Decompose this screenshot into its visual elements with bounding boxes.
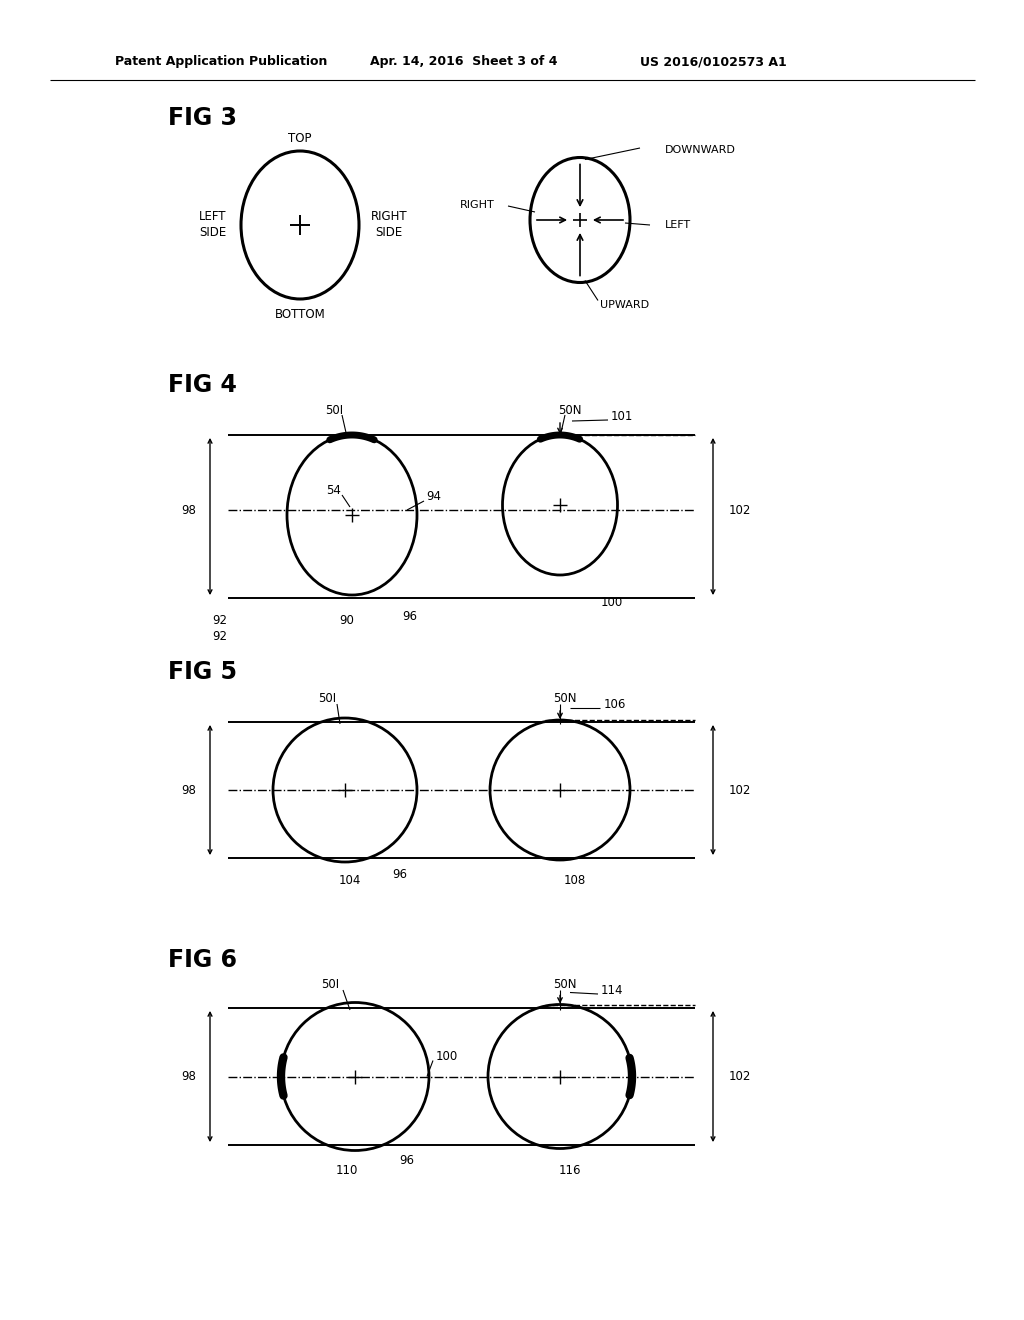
- Text: 50N: 50N: [558, 404, 582, 417]
- Text: 54: 54: [327, 483, 341, 496]
- Text: 101: 101: [610, 411, 633, 424]
- Text: 98: 98: [181, 784, 196, 796]
- Text: TOP: TOP: [288, 132, 311, 144]
- Text: FIG 6: FIG 6: [168, 948, 237, 972]
- Text: 96: 96: [399, 1155, 415, 1167]
- Text: 92: 92: [212, 614, 227, 627]
- Text: Patent Application Publication: Patent Application Publication: [115, 55, 328, 69]
- Text: SIDE: SIDE: [376, 227, 402, 239]
- Text: FIG 5: FIG 5: [168, 660, 237, 684]
- Text: 104: 104: [339, 874, 361, 887]
- Text: UPWARD: UPWARD: [600, 300, 649, 309]
- Text: 50I: 50I: [325, 404, 343, 417]
- Text: 90: 90: [340, 614, 354, 627]
- Text: 50N: 50N: [553, 692, 577, 705]
- Text: Apr. 14, 2016  Sheet 3 of 4: Apr. 14, 2016 Sheet 3 of 4: [370, 55, 557, 69]
- Text: 50N: 50N: [553, 978, 577, 990]
- Text: 98: 98: [181, 1071, 196, 1082]
- Text: US 2016/0102573 A1: US 2016/0102573 A1: [640, 55, 786, 69]
- Text: RIGHT: RIGHT: [371, 210, 408, 223]
- Text: 102: 102: [729, 784, 752, 796]
- Text: 50I: 50I: [321, 978, 339, 990]
- Text: 96: 96: [392, 867, 408, 880]
- Text: FIG 3: FIG 3: [168, 106, 237, 129]
- Text: 98: 98: [181, 503, 196, 516]
- Text: DOWNWARD: DOWNWARD: [665, 145, 736, 154]
- Text: LEFT: LEFT: [665, 220, 691, 230]
- Text: 102: 102: [729, 503, 752, 516]
- Text: 102: 102: [729, 1071, 752, 1082]
- Text: SIDE: SIDE: [200, 227, 226, 239]
- Text: 96: 96: [402, 610, 418, 623]
- Text: 114: 114: [601, 983, 624, 997]
- Text: 50I: 50I: [317, 692, 336, 705]
- Text: 116: 116: [559, 1163, 582, 1176]
- Text: 108: 108: [564, 874, 586, 887]
- Text: 106: 106: [604, 697, 627, 710]
- Text: 92: 92: [212, 630, 227, 643]
- Text: 100: 100: [436, 1049, 458, 1063]
- Text: LEFT: LEFT: [200, 210, 226, 223]
- Text: 100: 100: [601, 597, 624, 610]
- Text: 110: 110: [336, 1163, 358, 1176]
- Text: 94: 94: [427, 491, 441, 503]
- Text: RIGHT: RIGHT: [460, 201, 495, 210]
- Text: FIG 4: FIG 4: [168, 374, 237, 397]
- Text: BOTTOM: BOTTOM: [274, 308, 326, 321]
